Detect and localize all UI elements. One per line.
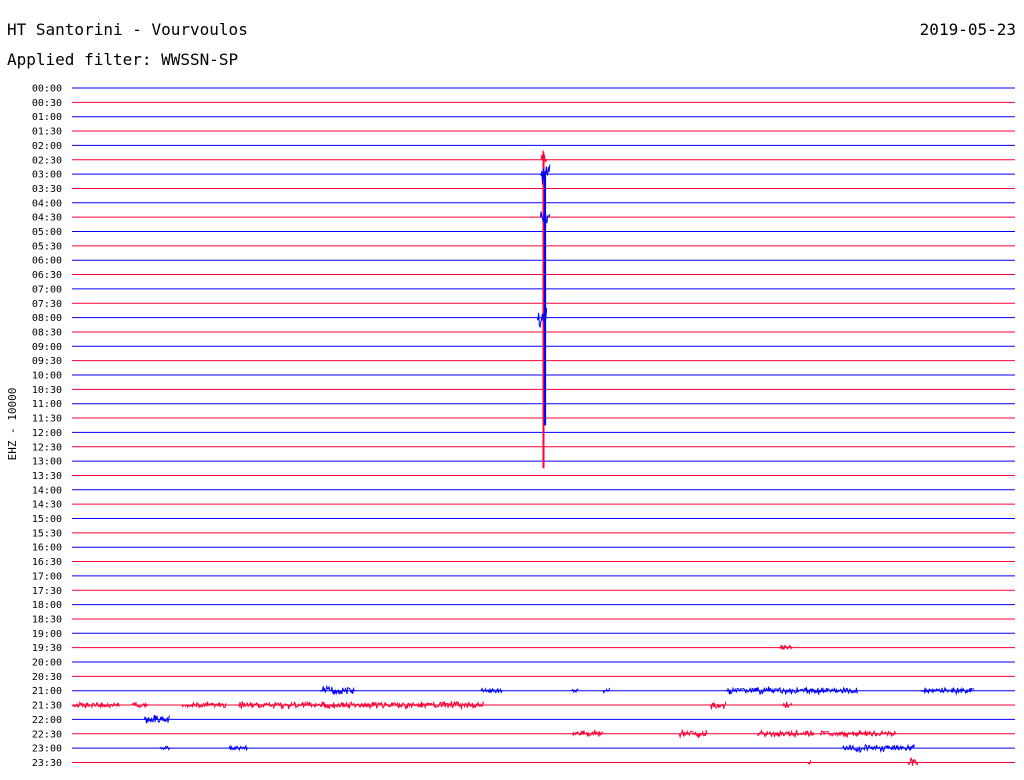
time-tick-label: 12:30 <box>32 442 62 453</box>
seismic-event <box>571 688 579 694</box>
time-tick-label: 19:30 <box>32 643 62 654</box>
time-tick-label: 19:00 <box>32 629 62 640</box>
seismic-event <box>807 760 812 765</box>
time-tick-label: 18:00 <box>32 600 62 611</box>
time-tick-label: 22:00 <box>32 715 62 726</box>
seismic-event <box>238 700 485 711</box>
seismic-event <box>131 701 148 709</box>
time-tick-label: 21:30 <box>32 701 62 712</box>
time-tick-label: 03:00 <box>32 170 62 181</box>
time-tick-label: 15:00 <box>32 514 62 525</box>
seismic-event <box>725 686 859 696</box>
seismic-event <box>228 744 249 752</box>
time-tick-label: 06:30 <box>32 270 62 281</box>
time-tick-label: 04:00 <box>32 198 62 209</box>
time-tick-label: 07:30 <box>32 299 62 310</box>
time-tick-label: 16:30 <box>32 557 62 568</box>
time-tick-label: 18:30 <box>32 614 62 625</box>
time-tick-label: 17:00 <box>32 571 62 582</box>
time-tick-label: 16:00 <box>32 543 62 554</box>
time-tick-label: 05:00 <box>32 227 62 238</box>
seismic-event <box>842 743 915 754</box>
seismic-event <box>782 701 793 709</box>
seismic-event <box>539 210 551 224</box>
time-tick-label: 11:00 <box>32 399 62 410</box>
time-tick-label: 21:00 <box>32 686 62 697</box>
time-tick-label: 09:30 <box>32 356 62 367</box>
time-tick-label: 02:00 <box>32 141 62 152</box>
time-tick-label: 15:30 <box>32 528 62 539</box>
seismic-event <box>920 686 975 696</box>
time-tick-label: 07:00 <box>32 284 62 295</box>
time-tick-label: 00:00 <box>32 84 62 95</box>
date-label: 2019-05-23 <box>919 20 1016 39</box>
time-tick-label: 10:30 <box>32 385 62 396</box>
seismic-event <box>779 644 793 651</box>
time-tick-label: 13:30 <box>32 471 62 482</box>
time-tick-label: 09:00 <box>32 342 62 353</box>
time-tick-label: 17:30 <box>32 586 62 597</box>
time-tick-label: 22:30 <box>32 729 62 740</box>
time-tick-label: 12:00 <box>32 428 62 439</box>
seismic-event <box>756 729 815 739</box>
time-tick-label: 14:30 <box>32 500 62 511</box>
seismic-event <box>159 745 170 751</box>
time-tick-label: 06:00 <box>32 256 62 267</box>
seismic-event <box>181 700 227 709</box>
seismic-event <box>480 687 503 694</box>
time-tick-label: 01:00 <box>32 112 62 123</box>
seismic-event <box>819 729 897 739</box>
seismic-event <box>710 701 727 710</box>
time-tick-label: 13:00 <box>32 457 62 468</box>
time-tick-label: 00:30 <box>32 98 62 109</box>
seismic-event <box>71 700 120 709</box>
time-tick-label: 23:00 <box>32 744 62 755</box>
time-tick-label: 05:30 <box>32 241 62 252</box>
time-tick-label: 04:30 <box>32 213 62 224</box>
time-tick-label: 02:30 <box>32 155 62 166</box>
time-tick-label: 14:00 <box>32 485 62 496</box>
time-tick-label: 20:30 <box>32 672 62 683</box>
time-tick-label: 23:30 <box>32 758 62 769</box>
channel-label: EHZ - 10000 <box>6 387 19 461</box>
seismic-event <box>602 687 610 695</box>
time-tick-label: 08:30 <box>32 327 62 338</box>
filter-label: Applied filter: WWSSN-SP <box>7 50 239 69</box>
seismic-event <box>143 714 170 724</box>
time-tick-labels: 00:00 00:30 01:00 01:30 02:00 02:30 03:00 03:30… <box>32 84 62 769</box>
seismic-event <box>320 684 356 696</box>
seismic-event <box>678 728 708 739</box>
time-tick-label: 01:30 <box>32 127 62 138</box>
time-tick-label: 10:00 <box>32 371 62 382</box>
station-title: HT Santorini - Vourvoulos <box>7 20 248 39</box>
seismic-events <box>71 150 975 766</box>
seismic-event <box>907 757 919 766</box>
time-tick-label: 20:00 <box>32 658 62 669</box>
time-tick-label: 11:30 <box>32 414 62 425</box>
time-tick-label: 03:30 <box>32 184 62 195</box>
seismic-event <box>571 728 604 738</box>
time-tick-label: 08:00 <box>32 313 62 324</box>
